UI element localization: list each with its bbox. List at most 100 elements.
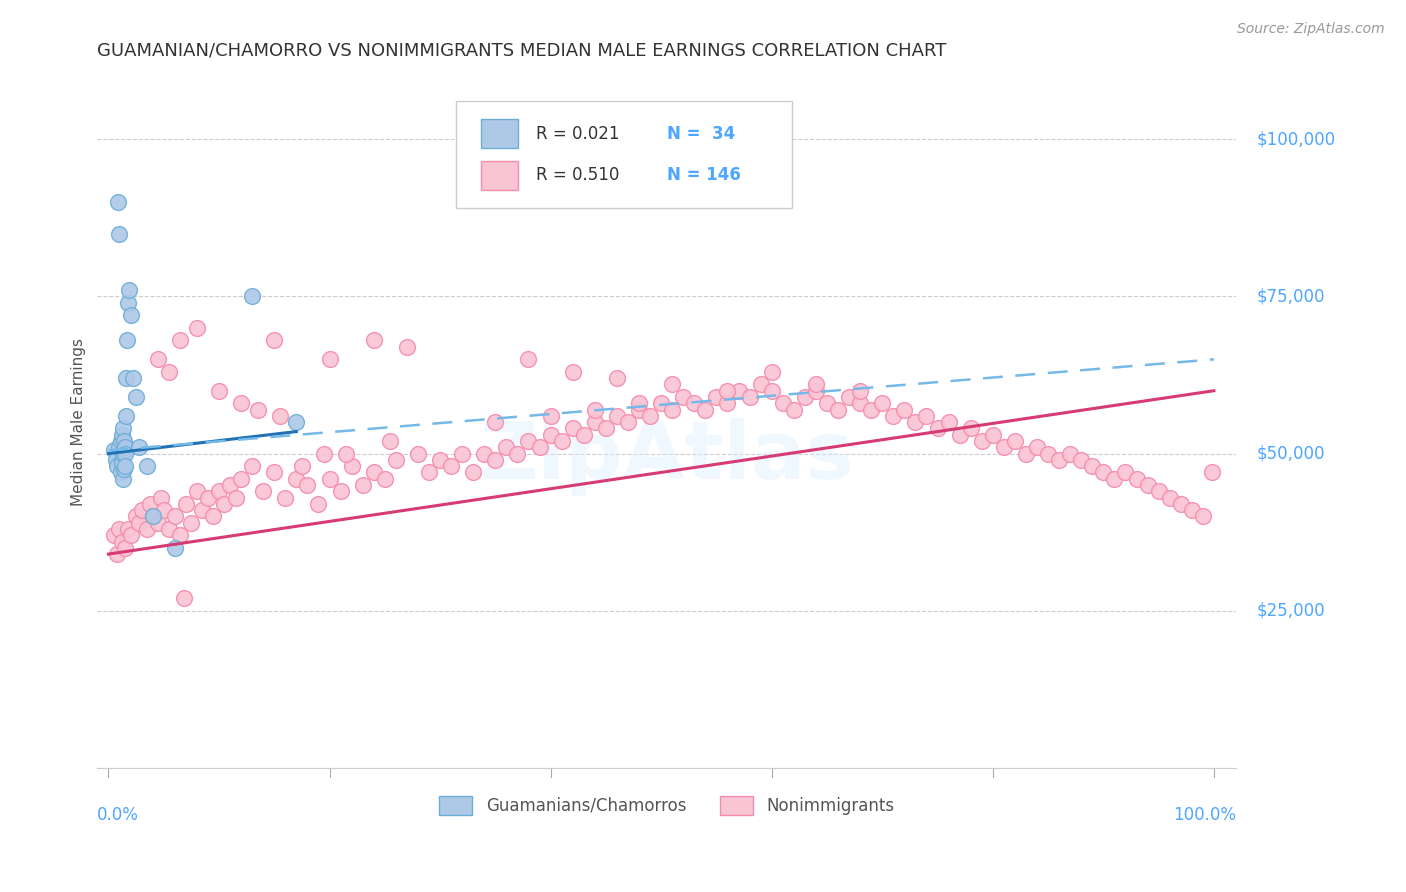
Point	[146, 516, 169, 530]
Point	[111, 446, 134, 460]
Point	[329, 484, 352, 499]
Point	[363, 466, 385, 480]
Point	[1125, 472, 1147, 486]
Point	[506, 446, 529, 460]
Point	[1036, 446, 1059, 460]
Point	[225, 491, 247, 505]
Point	[110, 466, 132, 480]
Point	[111, 421, 134, 435]
Point	[208, 384, 231, 398]
Text: GUAMANIAN/CHAMORRO VS NONIMMIGRANTS MEDIAN MALE EARNINGS CORRELATION CHART: GUAMANIAN/CHAMORRO VS NONIMMIGRANTS MEDI…	[97, 42, 946, 60]
Point	[252, 484, 274, 499]
Point	[114, 446, 136, 460]
Point	[772, 396, 794, 410]
Point	[1026, 440, 1049, 454]
Point	[406, 446, 429, 460]
FancyBboxPatch shape	[456, 101, 792, 208]
Point	[1081, 459, 1104, 474]
Point	[561, 365, 583, 379]
Point	[1047, 453, 1070, 467]
Point	[761, 384, 783, 398]
Point	[112, 434, 135, 448]
Point	[870, 396, 893, 410]
Point	[114, 440, 136, 454]
Text: $75,000: $75,000	[1257, 287, 1324, 305]
Point	[1004, 434, 1026, 448]
Point	[463, 466, 485, 480]
Point	[1015, 446, 1038, 460]
Point	[112, 462, 135, 476]
Point	[263, 466, 285, 480]
Point	[628, 402, 651, 417]
Point	[572, 427, 595, 442]
Point	[114, 541, 136, 555]
Point	[285, 472, 308, 486]
Point	[128, 440, 150, 454]
Point	[893, 402, 915, 417]
Point	[157, 365, 180, 379]
Point	[882, 409, 904, 423]
Point	[174, 497, 197, 511]
Point	[240, 289, 263, 303]
Point	[484, 415, 506, 429]
Point	[638, 409, 661, 423]
Point	[395, 340, 418, 354]
Legend: Guamanians/Chamorros, Nonimmigrants: Guamanians/Chamorros, Nonimmigrants	[433, 789, 901, 822]
Point	[661, 402, 683, 417]
Point	[993, 440, 1015, 454]
Point	[340, 459, 363, 474]
Point	[120, 528, 142, 542]
Point	[307, 497, 329, 511]
Point	[374, 472, 396, 486]
Point	[274, 491, 297, 505]
Point	[761, 365, 783, 379]
Point	[110, 434, 132, 448]
FancyBboxPatch shape	[481, 161, 517, 190]
Point	[103, 528, 125, 542]
Point	[727, 384, 749, 398]
Point	[115, 409, 138, 423]
Text: 0.0%: 0.0%	[97, 805, 139, 823]
Point	[472, 446, 495, 460]
Point	[1114, 466, 1136, 480]
Point	[219, 478, 242, 492]
Point	[152, 503, 174, 517]
Point	[385, 453, 408, 467]
Point	[517, 352, 540, 367]
Point	[291, 459, 314, 474]
Point	[849, 396, 872, 410]
Point	[108, 522, 131, 536]
Point	[418, 466, 440, 480]
Point	[352, 478, 374, 492]
Point	[115, 334, 138, 348]
Point	[1201, 466, 1223, 480]
Point	[208, 484, 231, 499]
Point	[561, 421, 583, 435]
Point	[112, 443, 135, 458]
Point	[105, 459, 128, 474]
Point	[827, 402, 849, 417]
Text: N = 146: N = 146	[666, 167, 741, 185]
Point	[139, 497, 162, 511]
Point	[815, 396, 838, 410]
Point	[1059, 446, 1081, 460]
Point	[672, 390, 695, 404]
Point	[115, 371, 138, 385]
Point	[142, 509, 165, 524]
Point	[197, 491, 219, 505]
Point	[783, 402, 806, 417]
Point	[915, 409, 938, 423]
Point	[131, 503, 153, 517]
Point	[695, 402, 717, 417]
Point	[793, 390, 815, 404]
Point	[595, 421, 617, 435]
Point	[1170, 497, 1192, 511]
Y-axis label: Median Male Earnings: Median Male Earnings	[72, 338, 86, 506]
Point	[540, 427, 562, 442]
Point	[738, 390, 761, 404]
Point	[484, 453, 506, 467]
Point	[628, 396, 651, 410]
Point	[335, 446, 357, 460]
Text: ZipAtlas: ZipAtlas	[479, 417, 853, 496]
Point	[429, 453, 451, 467]
